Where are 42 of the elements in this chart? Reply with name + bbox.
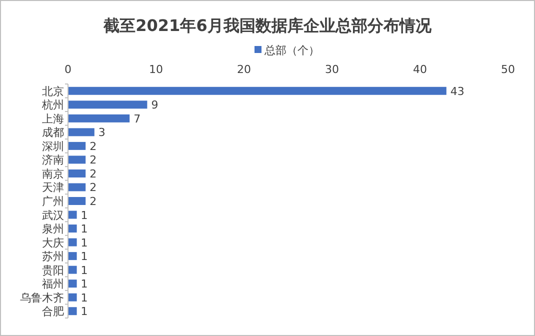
x-tick-label: 0 — [64, 63, 72, 76]
data-label: 2 — [90, 181, 97, 194]
data-label: 43 — [450, 84, 464, 98]
data-label: 1 — [80, 208, 88, 222]
y-tick-label: 合肥 — [42, 305, 64, 318]
chart-title: 截至2021年6月我国数据库企业总部分布情况 — [102, 16, 432, 35]
data-label: 2 — [90, 195, 97, 208]
data-label: 7 — [134, 112, 141, 126]
data-label: 2 — [90, 140, 97, 153]
data-label: 1 — [80, 222, 88, 236]
x-tick-label: 50 — [501, 63, 515, 76]
y-tick-label: 大庆 — [42, 236, 64, 250]
y-tick-label: 武汉 — [42, 208, 64, 222]
data-label: 2 — [90, 154, 97, 167]
y-tick-label: 广州 — [42, 195, 64, 208]
x-tick-label: 40 — [413, 63, 427, 76]
data-label: 9 — [151, 98, 158, 112]
y-tick-label: 苏州 — [42, 250, 64, 264]
y-tick-label: 泉州 — [42, 222, 64, 236]
data-label: 1 — [80, 305, 88, 318]
data-label: 1 — [80, 236, 88, 250]
data-label: 2 — [90, 167, 97, 180]
data-label: 1 — [80, 264, 88, 277]
y-tick-label: 天津 — [42, 181, 64, 194]
y-tick-label: 福州 — [42, 278, 64, 291]
y-tick-label: 杭州 — [41, 98, 64, 112]
legend-label: 总部（个） — [264, 44, 320, 57]
data-label: 1 — [80, 278, 88, 291]
y-tick-label: 南京 — [42, 167, 64, 180]
data-label: 1 — [80, 291, 88, 304]
data-label: 1 — [80, 250, 88, 264]
x-tick-label: 10 — [149, 63, 163, 76]
y-tick-label: 乌鲁木齐 — [20, 291, 64, 304]
x-tick-label: 30 — [325, 63, 339, 76]
y-tick-label: 深圳 — [42, 140, 64, 153]
y-tick-label: 贵阳 — [42, 264, 64, 277]
y-tick-label: 成都 — [42, 126, 64, 140]
y-tick-label: 北京 — [42, 84, 64, 98]
data-label: 3 — [98, 126, 106, 140]
y-tick-label: 济南 — [42, 154, 64, 167]
x-tick-label: 20 — [237, 63, 251, 76]
y-tick-label: 上海 — [42, 112, 64, 126]
